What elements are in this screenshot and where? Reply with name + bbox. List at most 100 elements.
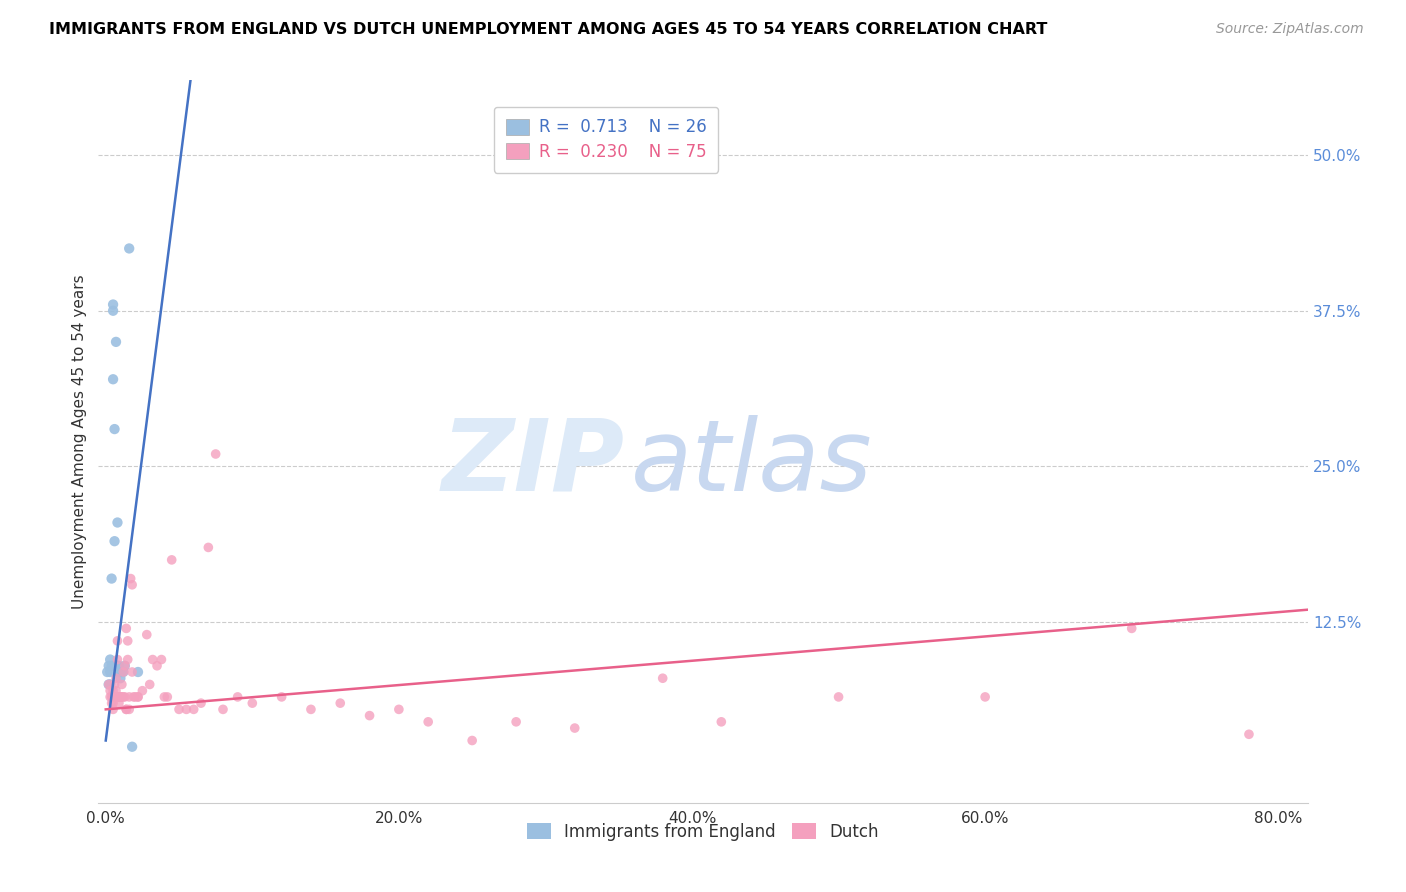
Point (418, 714, 440, 729)
Legend: Immigrants from England, Dutch: Immigrants from England, Dutch (516, 811, 890, 852)
Point (108, 690, 131, 704)
Point (103, 677, 125, 691)
Point (98, 683, 121, 698)
Point (101, 683, 124, 698)
Point (111, 665, 134, 679)
Point (105, 690, 128, 704)
Text: ZIP: ZIP (441, 415, 624, 512)
Point (299, 702, 322, 716)
Point (105, 334, 128, 349)
Point (121, 739, 143, 754)
Point (108, 690, 131, 704)
Point (111, 690, 134, 704)
Point (100, 572, 122, 586)
Point (115, 621, 138, 635)
Point (97, 677, 120, 691)
Point (103, 534, 125, 549)
Point (461, 733, 484, 747)
Point (167, 702, 190, 716)
Point (103, 422, 125, 436)
Point (153, 690, 176, 704)
Point (127, 665, 149, 679)
Point (101, 372, 124, 386)
Point (1121, 621, 1143, 635)
Point (107, 633, 129, 648)
Point (176, 702, 198, 716)
Point (107, 516, 129, 530)
Point (1237, 727, 1260, 741)
Point (127, 690, 149, 704)
Point (115, 702, 138, 716)
Point (226, 690, 249, 704)
Point (197, 541, 219, 555)
Point (505, 714, 527, 729)
Point (101, 702, 124, 716)
Point (112, 690, 135, 704)
Point (651, 671, 673, 685)
Point (114, 690, 136, 704)
Text: atlas: atlas (630, 415, 872, 512)
Point (110, 690, 132, 704)
Point (114, 658, 136, 673)
Point (101, 303, 124, 318)
Point (212, 702, 235, 716)
Point (117, 633, 139, 648)
Point (131, 683, 153, 698)
Point (827, 690, 849, 704)
Point (107, 652, 129, 666)
Point (124, 690, 146, 704)
Point (98, 677, 121, 691)
Point (150, 652, 173, 666)
Point (146, 658, 169, 673)
Point (114, 658, 136, 673)
Point (240, 696, 263, 710)
Point (98, 665, 121, 679)
Point (98, 652, 121, 666)
Point (111, 677, 134, 691)
Point (142, 652, 165, 666)
Point (97, 658, 120, 673)
Text: IMMIGRANTS FROM ENGLAND VS DUTCH UNEMPLOYMENT AMONG AGES 45 TO 54 YEARS CORRELAT: IMMIGRANTS FROM ENGLAND VS DUTCH UNEMPLO… (49, 22, 1047, 37)
Point (101, 690, 124, 704)
Point (204, 447, 226, 461)
Point (115, 702, 138, 716)
Point (112, 665, 135, 679)
Point (101, 696, 124, 710)
Point (121, 665, 143, 679)
Point (359, 708, 381, 723)
Text: Source: ZipAtlas.com: Source: ZipAtlas.com (1216, 22, 1364, 37)
Point (98, 690, 121, 704)
Point (127, 690, 149, 704)
Point (108, 696, 131, 710)
Point (100, 690, 122, 704)
Point (329, 696, 352, 710)
Point (121, 578, 143, 592)
Point (135, 627, 157, 641)
Point (160, 553, 183, 567)
Point (107, 658, 129, 673)
Point (100, 696, 122, 710)
Point (564, 721, 586, 735)
Point (103, 690, 125, 704)
Point (105, 683, 128, 698)
Point (110, 671, 132, 685)
Point (110, 690, 132, 704)
Point (112, 665, 135, 679)
Point (108, 658, 131, 673)
Point (110, 665, 132, 679)
Point (138, 677, 160, 691)
Point (101, 297, 124, 311)
Point (96, 665, 118, 679)
Point (107, 690, 129, 704)
Point (117, 652, 139, 666)
Point (118, 690, 141, 704)
Point (108, 665, 131, 679)
Point (270, 690, 292, 704)
Point (122, 690, 145, 704)
Point (105, 671, 128, 685)
Point (156, 690, 179, 704)
Point (183, 702, 205, 716)
Point (118, 702, 141, 716)
Y-axis label: Unemployment Among Ages 45 to 54 years: Unemployment Among Ages 45 to 54 years (72, 274, 87, 609)
Point (97, 677, 120, 691)
